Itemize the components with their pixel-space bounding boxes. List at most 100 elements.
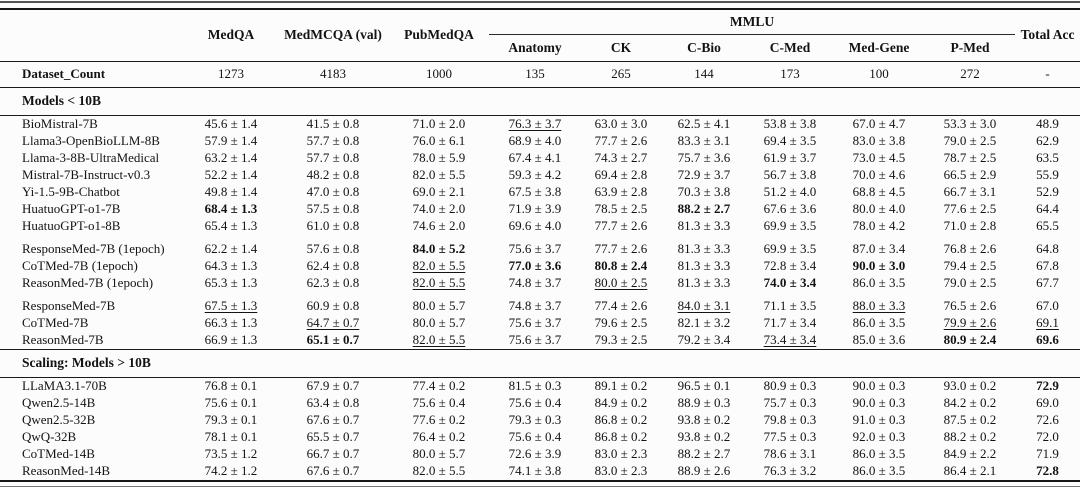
score-cell: 81.3 ± 3.3 [677, 275, 731, 291]
score-cell: 83.0 ± 2.3 [594, 463, 648, 479]
model-name-cell: HuatuoGPT-o1-7B [22, 201, 121, 217]
score-cell: 80.0 ± 5.7 [412, 315, 466, 331]
model-name-cell: Llama3-OpenBioLLM-8B [22, 133, 160, 149]
score-cell: 80.8 ± 2.4 [594, 258, 648, 274]
score-cell: 60.9 ± 0.8 [306, 298, 360, 314]
table-row: Llama-3-8B-UltraMedical 63.2 ± 1.4 57.7 ± … [0, 150, 1080, 167]
total-acc-cell: 72.6 [1036, 412, 1059, 428]
dataset-count-value: 272 [925, 61, 1015, 88]
table-row: ReasonMed-7B (1epoch) 65.3 ± 1.3 62.3 ± 0.… [0, 275, 1080, 292]
score-cell: 67.5 ± 3.8 [508, 184, 562, 200]
score-cell: 69.0 ± 2.1 [412, 184, 466, 200]
score-cell: 79.4 ± 2.5 [943, 258, 997, 274]
table-row: Qwen2.5-32B 79.3 ± 0.1 67.6 ± 0.7 77.6 ± 0.… [0, 412, 1080, 429]
score-cell: 71.9 ± 3.9 [508, 201, 562, 217]
model-name-cell: Yi-1.5-9B-Chatbot [22, 184, 120, 200]
score-cell: 69.6 ± 4.0 [508, 218, 562, 234]
table-row: ResponseMed-7B 67.5 ± 1.3 60.9 ± 0.8 80.0 ±… [0, 292, 1080, 315]
total-acc-cell: 69.0 [1036, 395, 1059, 411]
score-cell: 79.3 ± 2.5 [581, 332, 661, 350]
score-cell: 75.7 ± 3.6 [677, 150, 731, 166]
score-cell: 66.9 ± 1.3 [185, 332, 277, 350]
score-cell: 78.1 ± 0.1 [204, 429, 258, 445]
table-row: Mistral-7B-Instruct-v0.3 52.2 ± 1.4 48.2 ±… [0, 167, 1080, 184]
model-name-cell: BioMistral-7B [22, 116, 98, 132]
score-cell: 71.7 ± 3.4 [763, 315, 817, 331]
score-cell: 75.6 ± 0.4 [508, 429, 562, 445]
score-cell: 92.0 ± 0.3 [852, 429, 906, 445]
score-cell: 80.0 ± 4.0 [852, 201, 906, 217]
total-acc-cell: 72.8 [1036, 463, 1059, 479]
table-row: Qwen2.5-14B 75.6 ± 0.1 63.4 ± 0.8 75.6 ± 0.… [0, 395, 1080, 412]
score-cell: 85.0 ± 3.6 [833, 332, 925, 350]
table-row: LLaMA3.1-70B 76.8 ± 0.1 67.9 ± 0.7 77.4 ± 0… [0, 378, 1080, 396]
score-cell: 84.0 ± 3.1 [677, 298, 731, 314]
score-cell: 91.0 ± 0.3 [852, 412, 906, 428]
score-cell: 79.2 ± 3.4 [661, 332, 747, 350]
score-cell: 57.9 ± 1.4 [204, 133, 258, 149]
column-header-c-bio: C-Bio [661, 34, 747, 62]
model-name-cell: CoTMed-7B (1epoch) [22, 258, 138, 274]
model-name-cell: Qwen2.5-32B [22, 412, 96, 428]
score-cell: 80.0 ± 2.5 [594, 275, 648, 291]
score-cell: 76.8 ± 2.6 [943, 241, 997, 257]
score-cell: 86.0 ± 3.5 [852, 463, 906, 479]
score-cell: 81.3 ± 3.3 [677, 218, 731, 234]
score-cell: 74.0 ± 2.0 [412, 201, 466, 217]
score-cell: 76.3 ± 3.7 [508, 116, 562, 132]
score-cell: 67.0 ± 4.7 [852, 116, 906, 132]
total-acc-cell: 62.9 [1036, 133, 1059, 149]
score-cell: 66.5 ± 2.9 [943, 167, 997, 183]
model-name-cell: ResponseMed-7B [22, 298, 116, 314]
score-cell: 66.7 ± 0.7 [306, 446, 360, 462]
total-acc-cell: 67.0 [1036, 298, 1059, 314]
score-cell: 63.2 ± 1.4 [204, 150, 258, 166]
table-row: CoTMed-7B (1epoch) 64.3 ± 1.3 62.4 ± 0.8 82… [0, 258, 1080, 275]
score-cell: 75.7 ± 0.3 [763, 395, 817, 411]
model-name-cell: CoTMed-14B [22, 446, 95, 462]
score-cell: 81.3 ± 3.3 [677, 241, 731, 257]
score-cell: 83.3 ± 3.1 [677, 133, 731, 149]
score-cell: 79.6 ± 2.5 [594, 315, 648, 331]
model-name-cell: Qwen2.5-14B [22, 395, 96, 411]
total-acc-cell: 69.1 [1036, 315, 1059, 331]
total-acc-cell: 69.6 [1015, 332, 1080, 350]
score-cell: 78.6 ± 3.1 [763, 446, 817, 462]
dataset-count-value: 144 [661, 61, 747, 88]
dataset-count-value: 135 [489, 61, 581, 88]
score-cell: 80.9 ± 2.4 [925, 332, 1015, 350]
score-cell: 41.5 ± 0.8 [306, 116, 360, 132]
score-cell: 86.0 ± 3.5 [852, 315, 906, 331]
table-row: Yi-1.5-9B-Chatbot 49.8 ± 1.4 47.0 ± 0.8 69.… [0, 184, 1080, 201]
score-cell: 69.4 ± 2.8 [594, 167, 648, 183]
score-cell: 47.0 ± 0.8 [306, 184, 360, 200]
benchmark-results-table: MedQA MedMCQA (val) PubMedQA MMLU Total … [0, 10, 1080, 480]
score-cell: 84.9 ± 0.2 [594, 395, 648, 411]
table-body: Dataset_Count 1273 4183 1000 135 265 144 173 100… [0, 61, 1080, 481]
score-cell: 79.0 ± 2.5 [943, 133, 997, 149]
total-acc-cell: 72.0 [1036, 429, 1059, 445]
score-cell: 77.5 ± 0.3 [763, 429, 817, 445]
table-row: BioMistral-7B 45.6 ± 1.4 41.5 ± 0.8 71.0 ± … [0, 116, 1080, 134]
score-cell: 75.6 ± 3.7 [508, 241, 562, 257]
score-cell: 66.7 ± 3.1 [943, 184, 997, 200]
score-cell: 78.0 ± 5.9 [412, 150, 466, 166]
score-cell: 86.0 ± 3.5 [852, 275, 906, 291]
model-name-cell: Mistral-7B-Instruct-v0.3 [22, 167, 151, 183]
score-cell: 86.4 ± 2.1 [943, 463, 997, 479]
score-cell: 77.7 ± 2.6 [594, 241, 648, 257]
score-cell: 86.0 ± 3.5 [852, 446, 906, 462]
score-cell: 82.0 ± 5.5 [412, 167, 466, 183]
section-title: Scaling: Models > 10B [0, 349, 1080, 378]
score-cell: 67.4 ± 4.1 [508, 150, 562, 166]
total-acc-cell: 65.5 [1036, 218, 1059, 234]
score-cell: 68.8 ± 4.5 [852, 184, 906, 200]
score-cell: 93.0 ± 0.2 [943, 378, 997, 394]
score-cell: 71.0 ± 2.0 [412, 116, 466, 132]
score-cell: 83.0 ± 2.3 [594, 446, 648, 462]
model-name-cell: ReasonMed-7B [0, 332, 185, 350]
total-acc-cell: 48.9 [1036, 116, 1059, 132]
score-cell: 69.9 ± 3.5 [763, 218, 817, 234]
score-cell: 74.8 ± 3.7 [508, 298, 562, 314]
